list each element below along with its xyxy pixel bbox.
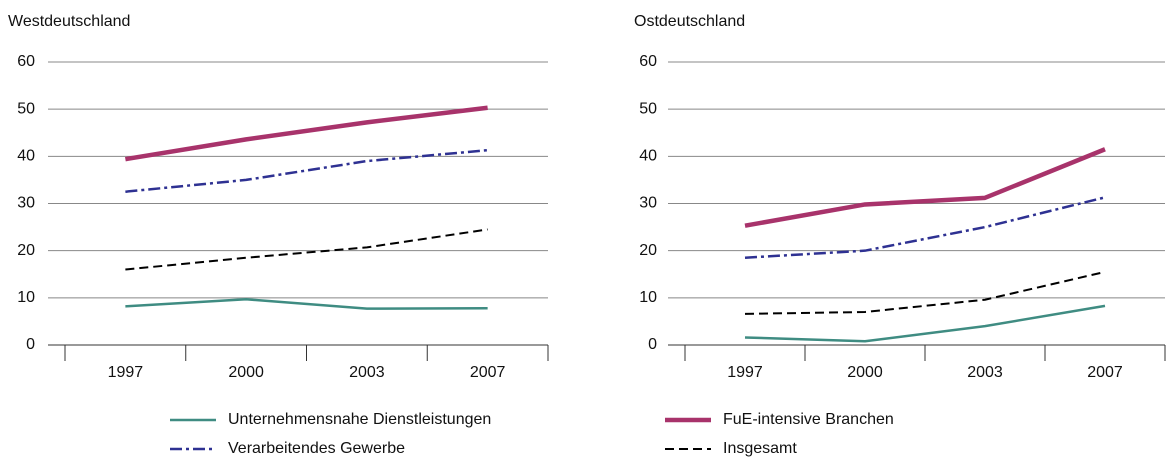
legend-label: Unternehmensnahe Dienstleistungen [228, 411, 491, 428]
series-line [744, 304, 1106, 343]
series-line [125, 148, 488, 193]
y-tick-label: 0 [26, 336, 35, 353]
y-tick-label: 30 [17, 195, 35, 212]
series-line [125, 228, 488, 271]
y-tick-label: 0 [648, 336, 657, 353]
x-tick-label: 2000 [228, 364, 264, 381]
series-line [744, 270, 1106, 315]
series-line [744, 196, 1106, 259]
y-tick-label: 40 [639, 148, 657, 165]
y-tick-label: 20 [17, 242, 35, 259]
series-line [125, 105, 488, 162]
series-line [744, 147, 1106, 228]
x-tick-label: 2003 [967, 364, 1003, 381]
x-tick-label: 2007 [470, 364, 506, 381]
legend-label: Verarbeitendes Gewerbe [228, 440, 405, 457]
x-tick-label: 2003 [349, 364, 385, 381]
y-tick-label: 60 [639, 53, 657, 70]
x-tick-label: 2000 [847, 364, 883, 381]
legend-label: Insgesamt [723, 440, 797, 457]
x-tick-label: 1997 [727, 364, 763, 381]
x-tick-label: 2007 [1087, 364, 1123, 381]
y-tick-label: 60 [17, 53, 35, 70]
y-tick-label: 20 [639, 242, 657, 259]
series-line [125, 297, 488, 310]
y-tick-label: 10 [639, 289, 657, 306]
y-tick-label: 40 [17, 148, 35, 165]
chart-title: Westdeutschland [8, 13, 130, 30]
y-tick-label: 10 [17, 289, 35, 306]
legend-label: FuE-intensive Branchen [723, 411, 894, 428]
y-tick-label: 50 [17, 100, 35, 117]
y-tick-label: 50 [639, 100, 657, 117]
chart-title: Ostdeutschland [634, 13, 745, 30]
x-tick-label: 1997 [108, 364, 144, 381]
y-tick-label: 30 [639, 195, 657, 212]
